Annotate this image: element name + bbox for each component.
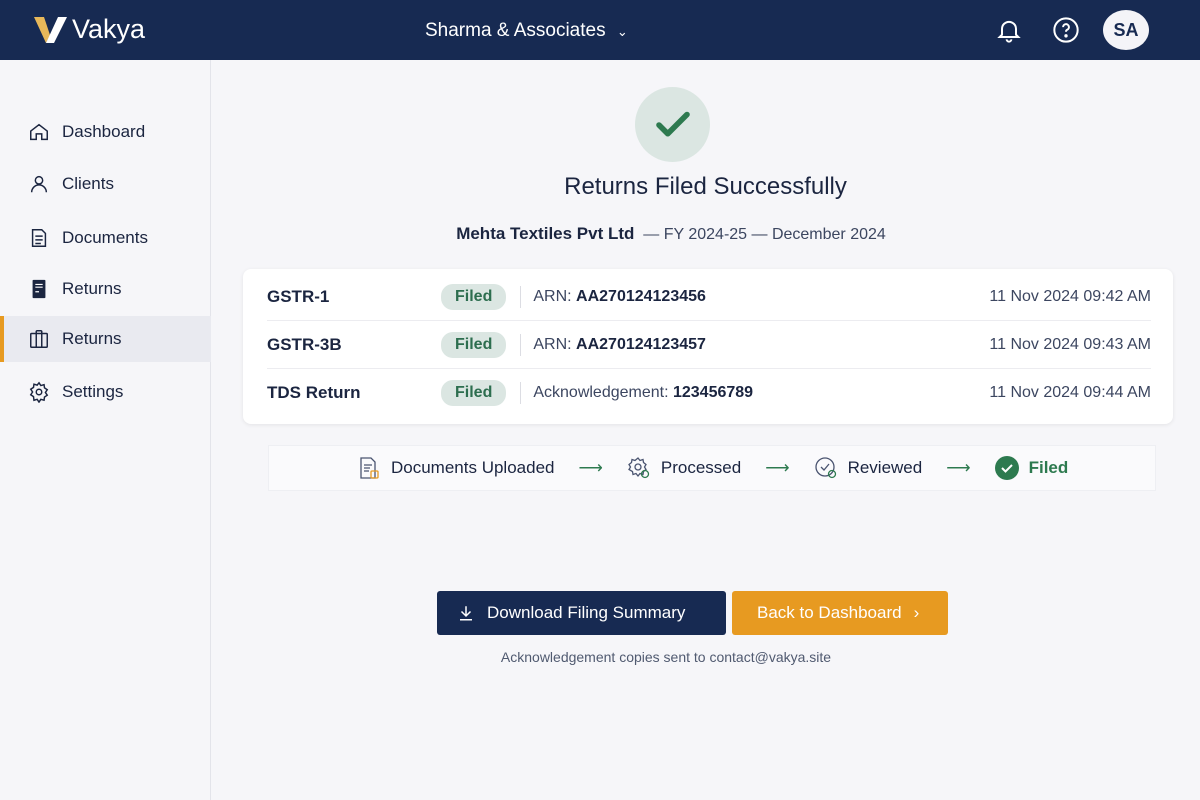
sidebar-item-label: Documents: [62, 228, 148, 247]
return-reference: ARN: AA270124123456: [533, 288, 706, 305]
arrow-icon: ⟶: [765, 458, 790, 477]
step-processed: Processed: [660, 458, 742, 477]
filing-context: Mehta Textiles Pvt Ltd — FY 2024-25 — De…: [211, 224, 1131, 244]
page-title: Returns Filed Successfully: [564, 173, 847, 200]
status-badge: Filed: [441, 379, 507, 406]
brand-name: Vakya: [72, 14, 146, 44]
filed-time: 11 Nov 2024 09:42 AM: [989, 288, 1151, 305]
step-reviewed: Reviewed: [847, 458, 923, 477]
filed-time: 11 Nov 2024 09:44 AM: [989, 383, 1151, 401]
organization-name: Sharma & Associates: [425, 20, 606, 41]
progress-steps: Documents Uploaded ⟶ Processed ⟶ Reviewed ⟶…: [268, 445, 1156, 491]
step-filed: Filed: [1028, 458, 1069, 477]
return-reference: ARN: AA270124123457: [533, 335, 706, 353]
bell-icon[interactable]: [995, 16, 1023, 44]
reviewed-check-icon: [814, 457, 836, 479]
sidebar-item-documents[interactable]: Documents: [0, 215, 211, 261]
logo[interactable]: Vakya: [34, 14, 145, 45]
vakya-logo-icon: [34, 16, 67, 43]
return-reference: Acknowledgement: 123456789: [533, 383, 754, 401]
chevron-right-icon: ›: [913, 603, 920, 622]
organization-switcher[interactable]: Sharma & Associates ⌄: [425, 20, 628, 42]
filed-check-icon: [994, 456, 1019, 480]
table-row: TDS Return Filed Acknowledgement: 12345678…: [267, 368, 1151, 416]
download-summary-button[interactable]: Download Filing Summary: [437, 591, 726, 635]
status-badge: Filed: [441, 331, 507, 358]
back-label: Back to Dashboard: [757, 603, 902, 622]
sidebar-item-label: Clients: [62, 174, 114, 193]
document-upload-icon: [360, 457, 379, 479]
status-badge: Filed: [441, 284, 507, 310]
user-icon: [30, 175, 48, 193]
arrow-icon: ⟶: [578, 458, 603, 477]
sidebar-item-dashboard[interactable]: Dashboard: [0, 109, 211, 155]
sidebar-item-label: Dashboard: [62, 122, 146, 141]
table-row: GSTR-3B Filed ARN: AA270124123457 11 Nov 20…: [267, 320, 1151, 368]
download-label: Download Filing Summary: [487, 603, 686, 622]
return-name: TDS Return: [267, 382, 361, 402]
help-icon[interactable]: [1052, 16, 1080, 44]
sidebar-item-returns-active[interactable]: Returns: [0, 316, 211, 362]
columns-icon: [30, 330, 48, 348]
client-name: Mehta Textiles Pvt Ltd: [456, 224, 635, 243]
return-name: GSTR-3B: [267, 334, 342, 354]
sidebar-item-settings[interactable]: Settings: [0, 369, 211, 415]
home-icon: [30, 123, 48, 141]
top-bar: Vakya Sharma & Associates ⌄ SA: [0, 0, 1200, 60]
returns-card: GSTR-1 Filed ARN: AA270124123456 11 Nov 202…: [243, 269, 1173, 424]
processed-gear-icon: [627, 457, 650, 479]
download-icon: [460, 606, 472, 621]
gear-icon: [29, 381, 49, 403]
arrow-icon: ⟶: [946, 458, 971, 477]
filing-period: — FY 2024-25 — December 2024: [643, 226, 886, 243]
sidebar-item-label: Settings: [62, 382, 124, 401]
sidebar: Dashboard Clients Documents Returns Retu…: [0, 60, 211, 800]
back-to-dashboard-button[interactable]: Back to Dashboard ›: [732, 591, 948, 635]
success-check-icon: [635, 87, 710, 162]
sidebar-item-label: Returns: [62, 329, 122, 348]
avatar[interactable]: SA: [1103, 10, 1149, 50]
filed-time: 11 Nov 2024 09:43 AM: [989, 335, 1151, 353]
return-name: GSTR-1: [267, 287, 330, 306]
table-row: GSTR-1 Filed ARN: AA270124123456 11 Nov 202…: [267, 273, 1151, 321]
step-documents-uploaded: Documents Uploaded: [391, 458, 555, 477]
document-icon: [31, 229, 47, 247]
sidebar-item-returns[interactable]: Returns: [0, 266, 211, 312]
returns-icon: [32, 279, 46, 299]
sidebar-item-clients[interactable]: Clients: [0, 161, 211, 207]
acknowledgement-note: Acknowledgement copies sent to contact@v…: [500, 649, 832, 665]
sidebar-item-label: Returns: [62, 279, 122, 298]
chevron-down-icon: ⌄: [616, 24, 628, 39]
